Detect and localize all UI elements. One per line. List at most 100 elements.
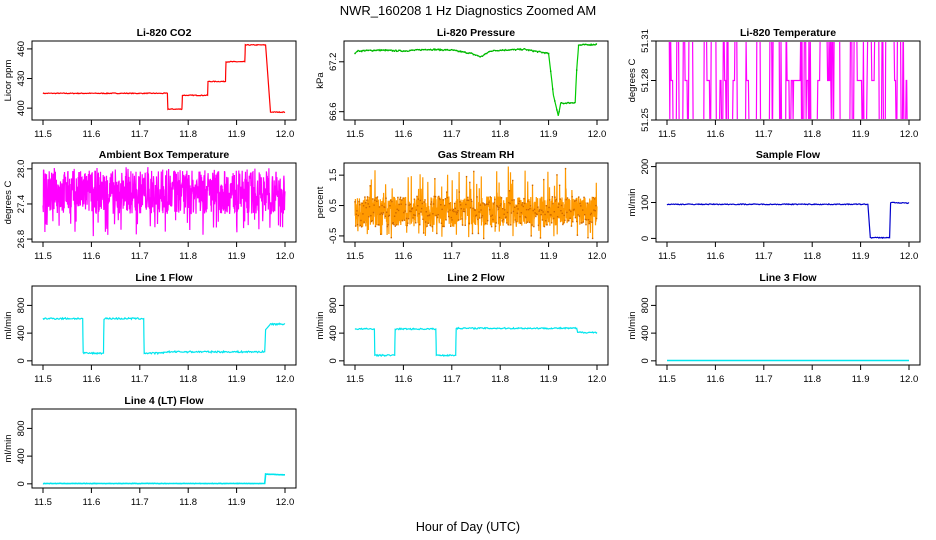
data-point <box>472 207 474 209</box>
y-tick-label: 800 <box>16 297 27 313</box>
data-point <box>488 201 490 203</box>
panel-title: Line 2 Flow <box>447 272 505 284</box>
data-point <box>537 224 540 227</box>
x-tick-label: 11.6 <box>395 251 413 262</box>
series-line <box>42 472 285 485</box>
y-axis-label: ml/min <box>3 435 14 463</box>
data-point <box>556 216 559 218</box>
data-point <box>508 49 510 51</box>
data-point <box>412 217 414 219</box>
data-point <box>366 196 369 198</box>
data-point <box>434 195 437 198</box>
data-point <box>360 219 362 222</box>
data-point <box>574 200 576 202</box>
panel-title: Line 4 (LT) Flow <box>124 395 204 407</box>
data-point <box>420 49 422 52</box>
data-point <box>533 208 536 211</box>
data-point <box>382 212 385 214</box>
x-tick-label: 11.5 <box>34 497 52 508</box>
data-point <box>358 203 361 206</box>
data-point <box>447 211 449 213</box>
series-rh <box>354 166 598 240</box>
data-point <box>490 215 492 217</box>
x-tick-label: 11.6 <box>707 374 725 385</box>
data-point <box>459 204 462 206</box>
x-tick-label: 12.0 <box>588 251 607 262</box>
data-point <box>444 48 446 51</box>
series-line <box>354 326 598 358</box>
data-point <box>415 49 418 51</box>
data-point <box>591 44 593 46</box>
data-point <box>404 210 406 212</box>
data-point <box>529 207 531 210</box>
data-point <box>534 212 536 214</box>
data-point <box>541 52 543 54</box>
data-point <box>410 210 412 213</box>
x-tick-label: 11.6 <box>707 129 725 140</box>
data-point <box>474 209 476 211</box>
data-point <box>562 102 565 105</box>
data-point <box>378 224 380 226</box>
data-point <box>528 221 530 223</box>
y-tick-label: 26.8 <box>16 230 27 249</box>
plot-frame <box>655 162 921 243</box>
plot-frame <box>31 40 297 121</box>
data-point <box>575 69 578 71</box>
data-point <box>378 49 380 52</box>
data-point <box>516 212 519 214</box>
data-point <box>490 225 493 228</box>
data-point <box>563 214 565 217</box>
data-point <box>532 209 534 212</box>
data-point <box>457 50 459 53</box>
data-point <box>530 49 532 52</box>
y-tick-label: 400 <box>640 325 651 341</box>
series-co2 <box>42 43 286 114</box>
data-point <box>562 223 564 226</box>
y-tick-label: 51.28 <box>640 69 651 93</box>
data-point <box>573 102 576 104</box>
data-point <box>566 211 568 214</box>
data-point <box>490 50 492 53</box>
data-point <box>433 48 435 50</box>
data-point <box>430 201 433 203</box>
data-point <box>375 197 377 199</box>
panel-co2: Li-820 CO2 11.5 11.6 11.7 11.8 11.9 12.0 400 430… <box>3 27 297 140</box>
x-tick-label: 11.9 <box>228 497 246 508</box>
data-point <box>396 208 398 210</box>
data-point <box>376 196 379 198</box>
data-point <box>564 219 566 222</box>
data-point <box>406 224 408 227</box>
data-point <box>461 218 463 220</box>
data-point <box>363 49 365 52</box>
series-box_temp <box>42 167 286 237</box>
data-point <box>512 49 515 51</box>
data-point <box>391 200 393 203</box>
x-tick-label: 11.5 <box>34 374 52 385</box>
data-point <box>501 220 503 222</box>
data-point <box>379 213 381 216</box>
data-point <box>431 49 433 51</box>
x-tick-label: 11.8 <box>491 251 509 262</box>
data-point <box>477 232 480 235</box>
data-point <box>527 200 529 202</box>
plot-frame <box>31 285 297 366</box>
panel-title: Li-820 Temperature <box>740 27 836 39</box>
data-point <box>427 222 429 224</box>
data-point <box>405 217 408 220</box>
y-tick-label: 0 <box>16 358 27 363</box>
figure-title: NWR_160208 1 Hz Diagnostics Zoomed AM <box>340 3 597 18</box>
data-point <box>565 102 567 104</box>
data-point <box>469 207 472 209</box>
data-point <box>558 184 561 187</box>
data-point <box>539 209 541 211</box>
data-point <box>400 50 402 52</box>
x-tick-label: 11.8 <box>179 374 197 385</box>
data-point <box>462 210 464 213</box>
data-point <box>518 200 521 202</box>
data-point <box>547 211 550 213</box>
y-tick-label: 67.2 <box>328 53 339 72</box>
data-point <box>497 50 499 52</box>
data-point <box>476 196 478 198</box>
data-point <box>591 221 593 223</box>
data-point <box>432 213 434 215</box>
